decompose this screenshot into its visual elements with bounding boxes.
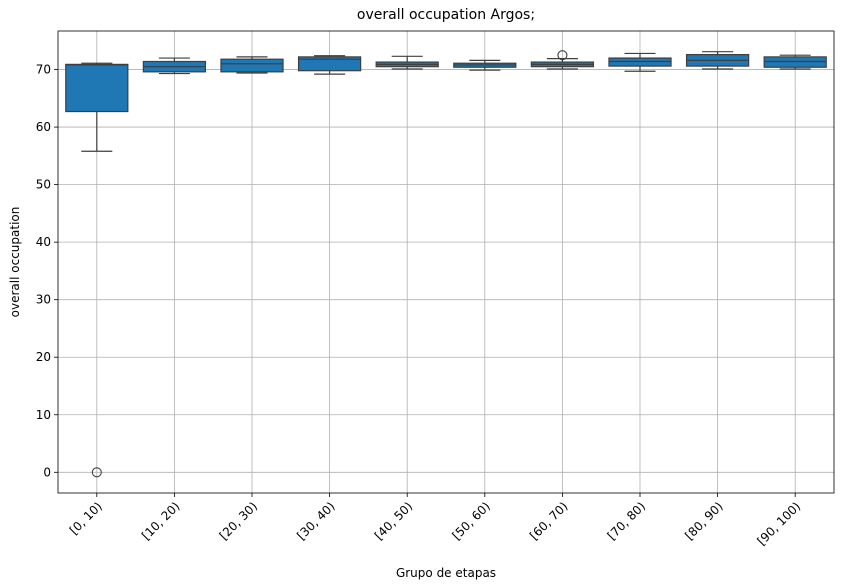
x-tick-label: [0, 10) [67, 499, 105, 537]
y-tick-label: 0 [43, 465, 51, 479]
box-2 [220, 56, 284, 74]
y-axis: 0 10 20 30 40 50 60 70 [36, 63, 58, 479]
x-tick-label: [50, 60) [449, 499, 493, 543]
box-8 [685, 51, 750, 70]
x-tick-label: [70, 80) [605, 499, 649, 543]
y-tick-label: 40 [36, 235, 51, 249]
box-6 [530, 50, 595, 70]
box-5 [453, 59, 517, 71]
x-axis-label: Grupo de etapas [396, 566, 496, 580]
x-tick-label: [90, 100) [754, 499, 803, 548]
grid [58, 31, 834, 493]
iqr-box [65, 63, 129, 113]
box-7 [608, 52, 672, 72]
y-tick-label: 70 [36, 63, 51, 77]
iqr-box [220, 58, 284, 73]
x-tick-label: [40, 50) [372, 499, 416, 543]
iqr-box [297, 56, 362, 72]
x-tick-label: [80, 90) [682, 499, 726, 543]
box-3 [297, 55, 362, 75]
y-tick-label: 20 [36, 350, 51, 364]
x-tick-label: [60, 70) [527, 499, 571, 543]
x-tick-label: [30, 40) [294, 499, 338, 543]
x-tick-label: [10, 20) [139, 499, 183, 543]
y-tick-label: 10 [36, 408, 51, 422]
y-tick-label: 60 [36, 120, 51, 134]
box-9 [763, 54, 827, 70]
y-tick-label: 30 [36, 293, 51, 307]
outlier-point [557, 50, 568, 61]
box-1 [142, 57, 207, 75]
y-tick-label: 50 [36, 178, 51, 192]
box-0 [65, 62, 129, 478]
plot-area-frame [57, 30, 835, 494]
x-axis: [0, 10) [10, 20) [20, 30) [30, 40) [40, 50) [… [67, 493, 803, 548]
y-axis-label: overall occupation [8, 207, 22, 318]
box-4 [375, 55, 439, 70]
outlier-point [91, 467, 102, 478]
x-tick-label: [20, 30) [217, 499, 261, 543]
boxes [65, 50, 827, 478]
chart-title: overall occupation Argos; [357, 7, 535, 23]
